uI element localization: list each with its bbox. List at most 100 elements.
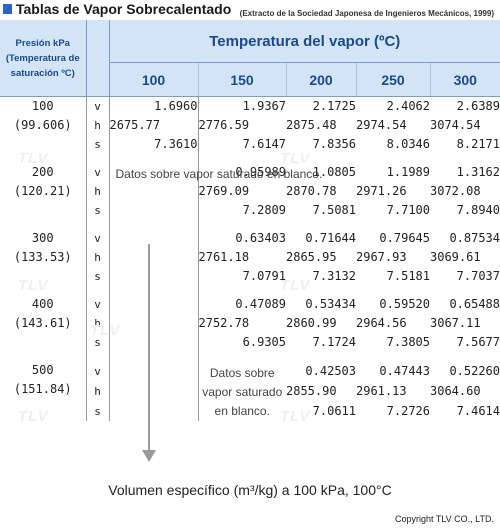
saturation-temp: (120.21) (13, 184, 72, 198)
value-cell: 0.65488 (449, 297, 500, 311)
value-cell: 1.1989 (386, 165, 430, 179)
table-caption: Volumen específico (m³/kg) a 100 kPa, 10… (108, 482, 392, 498)
property-label: h (86, 248, 110, 267)
value-cell: 7.7100 (386, 203, 430, 217)
title-bar: Tablas de Vapor Sobrecalentado (Extracto… (0, 0, 500, 20)
property-label: v (86, 229, 110, 248)
table-row: h 2761.18 2865.95 2967.93 3069.61 (0, 248, 500, 267)
temp-column-header: 150 (197, 62, 286, 97)
value-cell: 8.0346 (386, 137, 430, 151)
value-cell: 0.53434 (305, 297, 356, 311)
property-label: h (86, 116, 110, 135)
table-row: 500 (151.84) v Datos sobre vapor saturad… (0, 361, 500, 421)
value-cell: 2752.78 (198, 316, 250, 330)
property-label: v (86, 295, 110, 314)
value-cell: 2776.59 (198, 118, 250, 132)
table-row: h 2675.77 2776.59 2875.48 2974.54 3074.5… (0, 116, 500, 135)
table-row: s 7.0611 7.2726 7.4614 (0, 401, 500, 421)
property-label: v (86, 361, 110, 381)
value-cell: 2974.54 (356, 118, 407, 132)
temp-column-header: 250 (355, 62, 430, 97)
temp-column-header: 100 (108, 62, 198, 97)
value-cell: 2.6389 (456, 99, 500, 113)
value-cell: 3069.61 (430, 250, 481, 264)
page-title: Tablas de Vapor Sobrecalentado (16, 1, 232, 17)
watermark-text: TLV (18, 408, 49, 425)
property-label: h (86, 381, 110, 401)
arrow-column-cell (109, 361, 199, 421)
value-cell: 7.3132 (312, 269, 356, 283)
property-label: s (86, 135, 110, 154)
value-cell: 1.0805 (312, 165, 356, 179)
pressure-value: 500 (31, 363, 54, 377)
pressure-cell: 300 (133.53) (0, 229, 87, 286)
down-arrow-line (148, 244, 150, 451)
value-cell: 7.6147 (242, 137, 286, 151)
value-cell: 7.5677 (456, 335, 500, 349)
blank-note-text: Datos sobre vapor saturado en blanco. (202, 366, 283, 418)
property-label: s (86, 201, 110, 220)
saturation-temp: (99.606) (13, 118, 72, 132)
value-cell: 7.8356 (312, 137, 356, 151)
value-cell: 0.42503 (305, 363, 356, 378)
value-cell: 6.9305 (242, 335, 286, 349)
value-cell: 0.47089 (235, 297, 286, 311)
saturation-temp: (151.84) (13, 382, 72, 396)
watermark-text: TLV (280, 408, 311, 425)
value-cell: 7.0791 (242, 269, 286, 283)
value-cell: 1.6960 (109, 96, 199, 116)
value-cell: 2964.56 (356, 316, 407, 330)
value-cell: 7.5081 (312, 203, 356, 217)
value-cell: 7.3610 (109, 135, 199, 154)
pressure-value: 100 (31, 99, 54, 113)
value-cell: 7.2726 (386, 403, 430, 418)
temp-column-header: 200 (285, 62, 356, 97)
watermark-text: TLV (18, 150, 49, 167)
table-row: 200 (120.21) v Datos sobre vapor saturad… (0, 163, 500, 352)
table-row: 400 (143.61) v 0.47089 0.53434 0.59520 0… (0, 295, 500, 352)
pressure-cell: 400 (143.61) (0, 295, 87, 352)
saturation-temp: (133.53) (13, 250, 72, 264)
temperature-header: Temperatura del vapor (ºC) (109, 20, 500, 63)
value-cell: 2860.99 (286, 316, 337, 330)
value-cell: 2769.09 (198, 184, 250, 198)
watermark-text: TLV (280, 277, 311, 294)
value-cell: 0.63403 (235, 231, 286, 245)
value-cell: 0.71644 (305, 231, 356, 245)
watermark-text: TLV (90, 322, 121, 339)
table-row: h 2769.09 2870.78 2971.26 3072.08 (0, 182, 500, 201)
value-cell: 0.52260 (449, 363, 500, 378)
value-cell: 0.79645 (379, 231, 430, 245)
property-label: h (86, 182, 110, 201)
table-row: s 7.3610 7.6147 7.8356 8.0346 8.2171 (0, 135, 500, 154)
value-cell: 2971.26 (356, 184, 407, 198)
property-header (86, 20, 110, 97)
value-cell: 8.2171 (456, 137, 500, 151)
down-arrow-icon (142, 450, 156, 462)
value-cell: 2.4062 (386, 99, 430, 113)
pressure-cell: 100 (99.606) (0, 96, 87, 154)
property-label: v (86, 163, 110, 182)
value-cell: 7.8940 (456, 203, 500, 217)
value-cell: 2.1725 (312, 99, 356, 113)
property-label: s (86, 267, 110, 286)
value-cell: 2865.95 (286, 250, 337, 264)
title-marker-icon (3, 4, 12, 14)
value-cell: 2967.93 (356, 250, 407, 264)
pressure-header: Presión kPa (Temperatura de saturación º… (0, 20, 87, 97)
value-cell: 0.59520 (379, 297, 430, 311)
value-cell: 3072.08 (430, 184, 481, 198)
table-row: h 2752.78 2860.99 2964.56 3067.11 (0, 314, 500, 333)
steam-table: Presión kPa (Temperatura de saturación º… (0, 20, 500, 421)
value-cell: 7.0611 (312, 403, 356, 418)
table-row: s 7.2809 7.5081 7.7100 7.8940 (0, 201, 500, 220)
value-cell: 0.47443 (379, 363, 430, 378)
value-cell: 2675.77 (109, 116, 199, 135)
value-cell: 3067.11 (430, 316, 481, 330)
value-cell: 7.5181 (386, 269, 430, 283)
value-cell: 2761.18 (198, 250, 250, 264)
value-cell: 3074.54 (430, 118, 481, 132)
value-cell: 2855.90 (286, 383, 337, 398)
value-cell: 1.3162 (456, 165, 500, 179)
property-label: v (86, 96, 110, 116)
